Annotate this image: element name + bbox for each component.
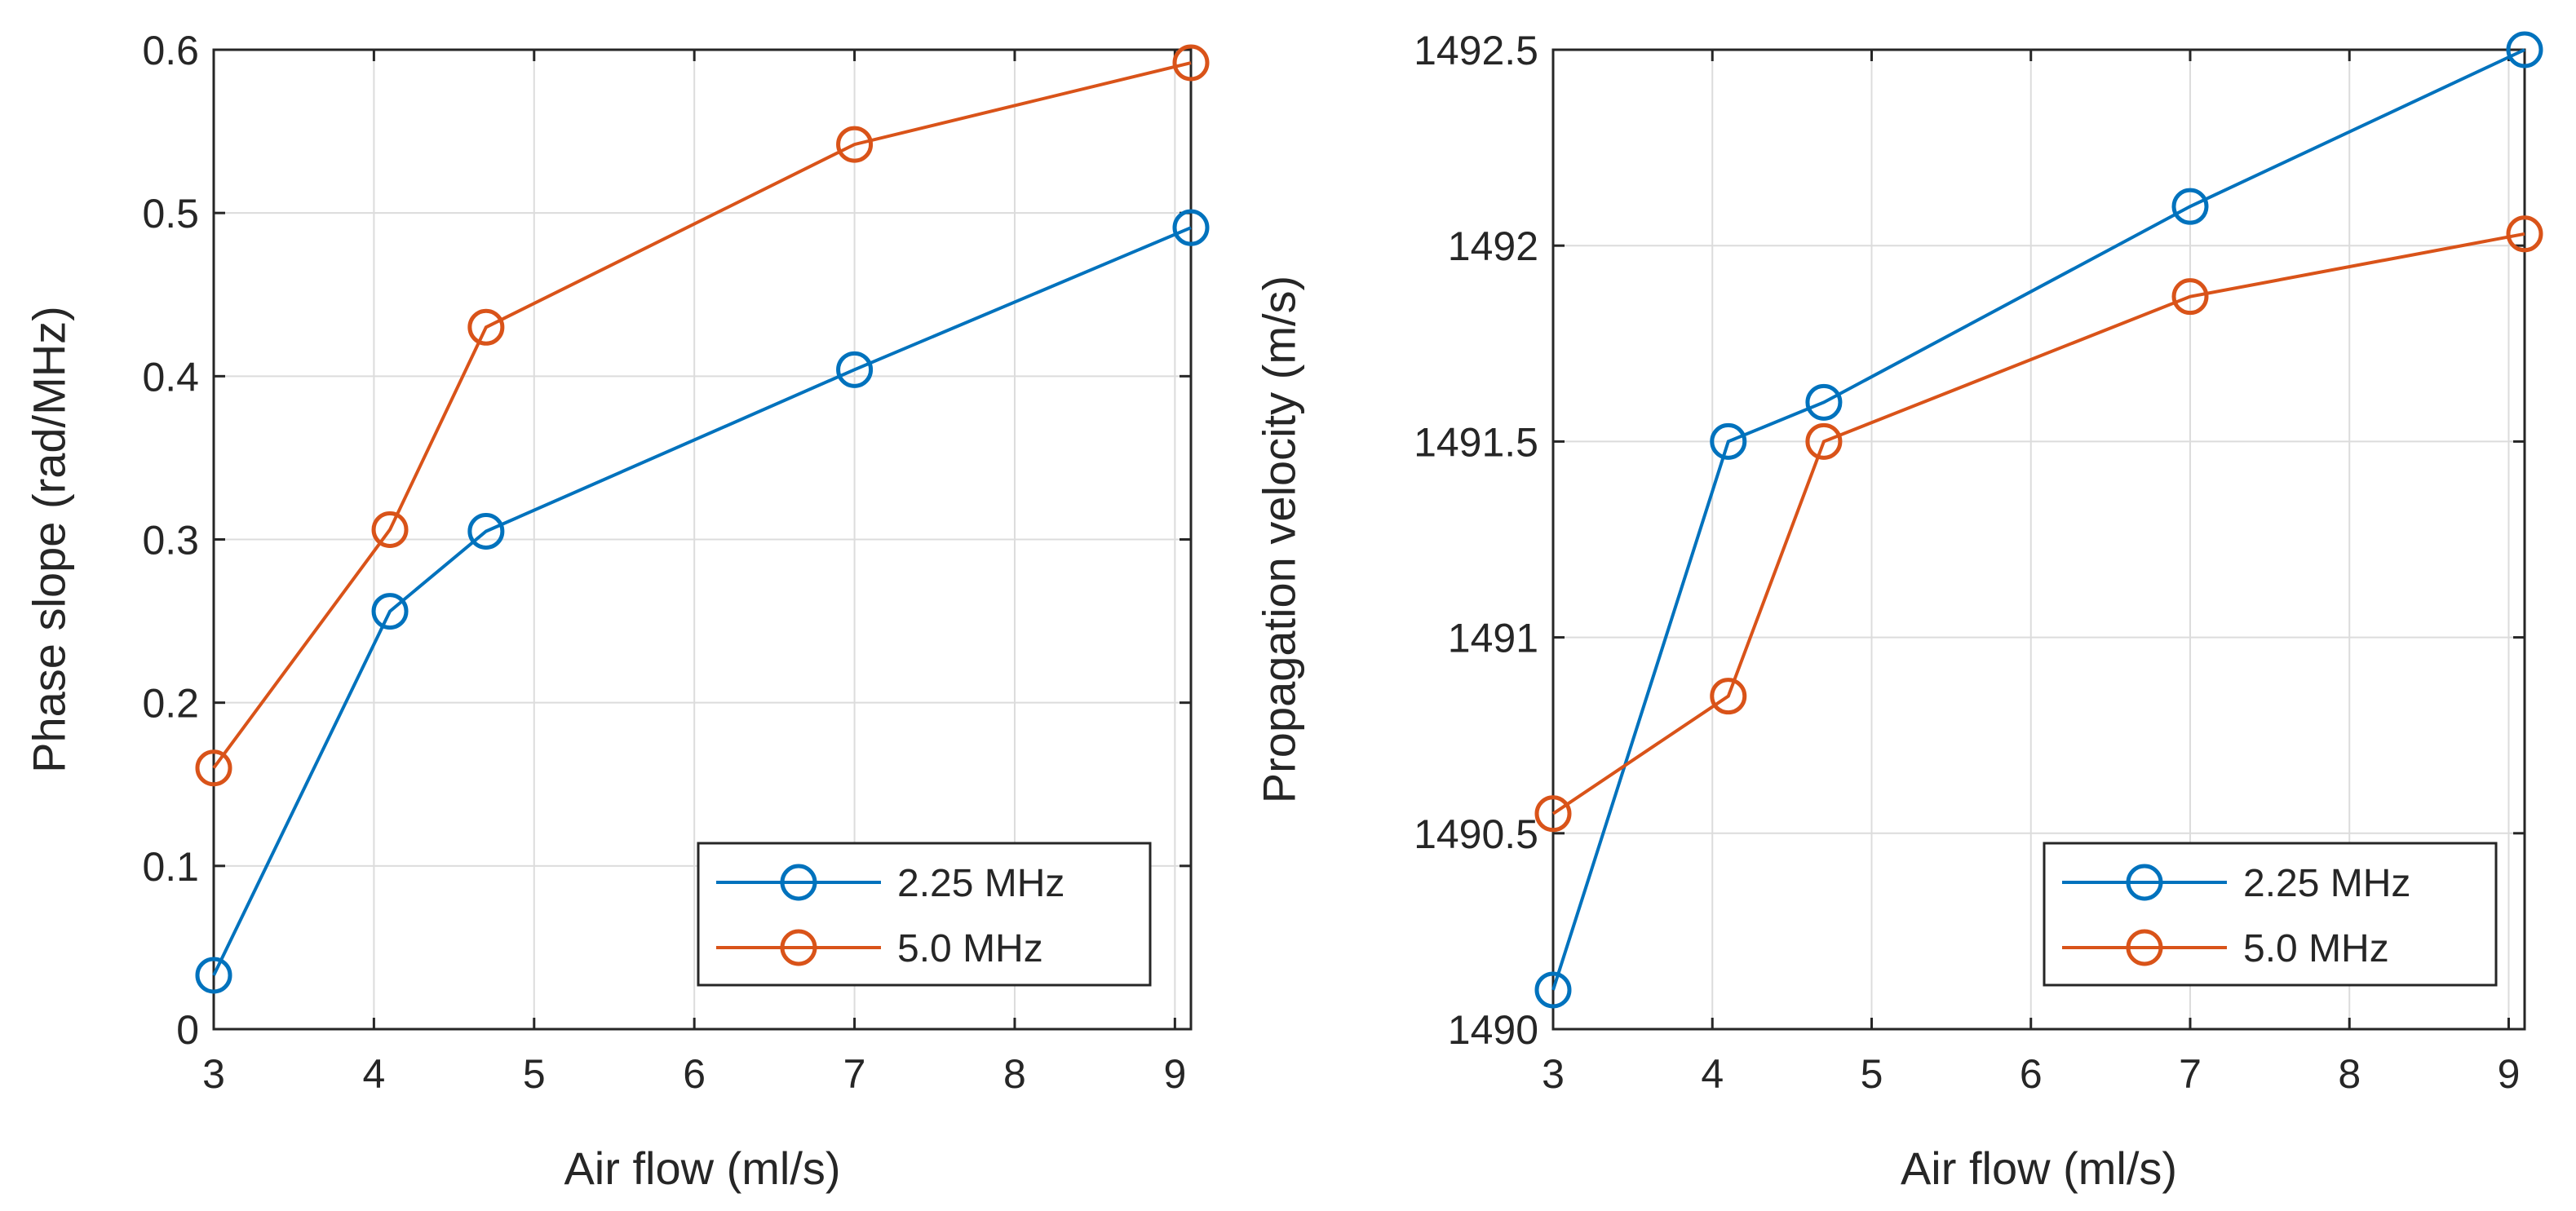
propagation-velocity-series-1-point <box>1534 971 1572 1009</box>
propagation-velocity-series-1-point <box>2171 188 2209 225</box>
phase-slope-chart: 3 4 5 6 7 8 9 0 0.1 0.2 0.3 0.4 0.5 0.6 Air flow (ml/… <box>24 28 1210 1194</box>
phase-slope-x-tick-label: 5 <box>523 1051 546 1097</box>
propagation-velocity-y-tick-label: 1491 <box>1448 616 1538 661</box>
propagation-velocity-y-tick-label: 1492 <box>1448 223 1538 269</box>
propagation-velocity-series-2-point <box>1710 678 1747 715</box>
phase-slope-x-tick-label: 6 <box>683 1051 706 1097</box>
phase-slope-x-tick-label: 8 <box>1003 1051 1026 1097</box>
propagation-velocity-series <box>1534 31 2543 1009</box>
phase-slope-y-tick-label: 0.4 <box>142 354 199 400</box>
phase-slope-series-2-point <box>371 510 409 548</box>
phase-slope-series-2-point <box>195 749 232 787</box>
phase-slope-y-tick-label: 0.6 <box>142 28 199 73</box>
phase-slope-y-tick-label: 0.3 <box>142 518 199 564</box>
phase-slope-series-2-point <box>836 126 874 163</box>
propagation-velocity-x-tick-label: 5 <box>1861 1051 1883 1097</box>
propagation-velocity-chart: 3 4 5 6 7 8 9 1490 1490.5 1491 1491.5 1492 1492.5 Ai… <box>1254 28 2543 1194</box>
propagation-velocity-legend-label-2: 5.0 MHz <box>2243 927 2389 970</box>
propagation-velocity-x-tick-label: 9 <box>2498 1051 2521 1097</box>
phase-slope-series <box>195 44 1210 994</box>
phase-slope-series-line-1 <box>212 226 1192 976</box>
phase-slope-series-1-point <box>195 957 232 994</box>
propagation-velocity-series-line-1 <box>1551 48 2525 991</box>
propagation-velocity-series-1-point <box>2506 31 2543 69</box>
propagation-velocity-y-tick-label: 1490.5 <box>1414 811 1538 857</box>
propagation-velocity-ticks: 3 4 5 6 7 8 9 1490 1490.5 1491 1491.5 1492 1492.5 <box>1414 28 2525 1097</box>
propagation-velocity-series-1-point <box>1710 422 1747 460</box>
phase-slope-x-tick-label: 3 <box>202 1051 225 1097</box>
propagation-velocity-series-2-point <box>1805 422 1843 460</box>
phase-slope-ticks: 3 4 5 6 7 8 9 0 0.1 0.2 0.3 0.4 0.5 0.6 <box>142 28 1191 1097</box>
propagation-velocity-legend: 2.25 MHz 5.0 MHz <box>2043 842 2498 987</box>
phase-slope-series-1-point <box>1172 209 1210 246</box>
phase-slope-legend: 2.25 MHz 5.0 MHz <box>697 842 1152 987</box>
propagation-velocity-y-tick-label: 1492.5 <box>1414 28 1538 73</box>
phase-slope-series-2-point <box>467 308 505 346</box>
phase-slope-x-axis-label: Air flow (ml/s) <box>564 1142 840 1194</box>
phase-slope-legend-box <box>697 842 1152 987</box>
propagation-velocity-legend-label-1: 2.25 MHz <box>2243 862 2410 905</box>
phase-slope-y-tick-label: 0 <box>176 1007 199 1053</box>
propagation-velocity-x-tick-label: 6 <box>2020 1051 2043 1097</box>
phase-slope-legend-label-1: 2.25 MHz <box>897 862 1064 905</box>
phase-slope-series-1-point <box>467 512 505 550</box>
propagation-velocity-series-1-point <box>1805 383 1843 421</box>
propagation-velocity-y-axis-label: Propagation velocity (m/s) <box>1254 276 1305 803</box>
propagation-velocity-series-2-point <box>1534 795 1572 833</box>
phase-slope-y-tick-label: 0.2 <box>142 681 199 727</box>
propagation-velocity-y-tick-label: 1491.5 <box>1414 419 1538 465</box>
propagation-velocity-series-2-point <box>2171 278 2209 316</box>
propagation-velocity-legend-marker-1 <box>2126 864 2163 901</box>
propagation-velocity-series-line-2 <box>1551 232 2525 815</box>
propagation-velocity-series-2-point <box>2506 215 2543 253</box>
propagation-velocity-x-tick-label: 4 <box>1701 1051 1724 1097</box>
phase-slope-series-1-point <box>836 351 874 388</box>
phase-slope-legend-marker-1 <box>780 864 817 901</box>
phase-slope-x-tick-label: 9 <box>1163 1051 1186 1097</box>
phase-slope-series-2-point <box>1172 44 1210 82</box>
phase-slope-legend-label-2: 5.0 MHz <box>897 927 1043 970</box>
propagation-velocity-x-axis-label: Air flow (ml/s) <box>1901 1142 2177 1194</box>
propagation-velocity-y-tick-label: 1490 <box>1448 1007 1538 1053</box>
phase-slope-x-tick-label: 4 <box>362 1051 385 1097</box>
phase-slope-legend-marker-2 <box>780 929 817 966</box>
phase-slope-series-line-2 <box>212 61 1192 769</box>
phase-slope-x-tick-label: 7 <box>843 1051 866 1097</box>
propagation-velocity-x-tick-label: 8 <box>2338 1051 2361 1097</box>
phase-slope-y-tick-label: 0.1 <box>142 844 199 890</box>
phase-slope-y-axis-label: Phase slope (rad/MHz) <box>24 306 75 773</box>
propagation-velocity-legend-box <box>2043 842 2498 987</box>
propagation-velocity-axes-box <box>1551 48 2526 1031</box>
propagation-velocity-x-tick-label: 3 <box>1542 1051 1565 1097</box>
phase-slope-series-1-point <box>371 593 409 630</box>
phase-slope-y-tick-label: 0.5 <box>142 191 199 236</box>
propagation-velocity-x-tick-label: 7 <box>2179 1051 2202 1097</box>
propagation-velocity-legend-marker-2 <box>2126 929 2163 966</box>
